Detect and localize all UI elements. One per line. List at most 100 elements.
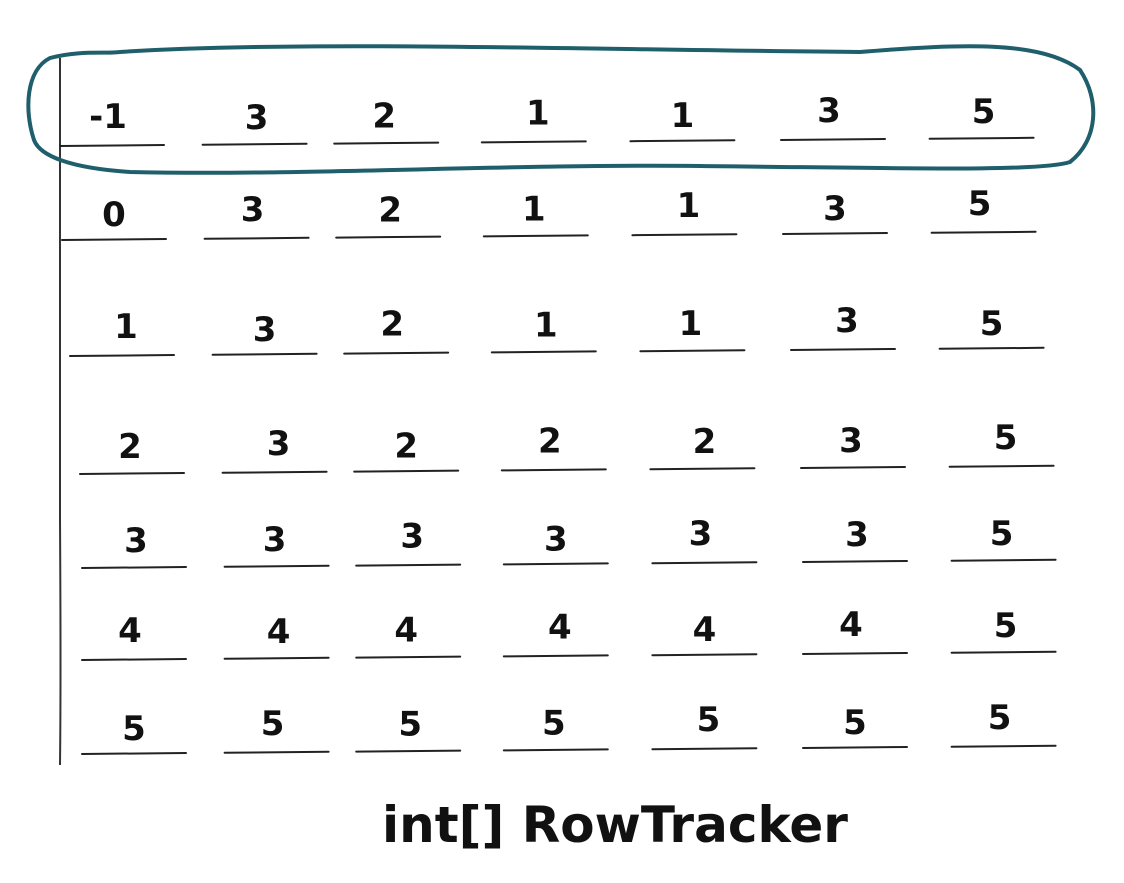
cell-value: 2 <box>378 191 402 231</box>
cell-value: 3 <box>253 310 277 350</box>
cell-underline <box>211 352 318 356</box>
cell-underline <box>223 564 330 568</box>
cell-underline <box>335 235 442 239</box>
cell-underline <box>59 144 165 147</box>
cell-underline <box>928 136 1035 140</box>
number-grid: -1 3 2 1 1 3 50 3 2 1 1 3 51 3 2 1 1 3 52 3 2 2 2 3 53 3 3 3 3 3 54 4 4 4… <box>59 91 1057 755</box>
grid-row-0: -1 3 2 1 1 3 5 <box>59 91 1035 147</box>
cell-underline <box>790 348 896 351</box>
cell-underline <box>203 236 310 240</box>
cell-underline <box>948 464 1055 468</box>
cell-value: 3 <box>845 515 869 555</box>
cell-underline <box>930 230 1037 234</box>
grid-row-4: 3 3 3 3 3 3 5 <box>81 514 1057 569</box>
cell-underline <box>480 140 587 144</box>
cell-underline <box>782 232 888 235</box>
cell-underline <box>482 234 589 238</box>
cell-underline <box>221 470 328 474</box>
cell-value: 4 <box>267 612 291 652</box>
grid-row-1: 0 3 2 1 1 3 5 <box>61 184 1037 241</box>
cell-underline <box>950 650 1057 654</box>
cell-underline <box>651 653 758 657</box>
cell-value: 5 <box>697 700 721 740</box>
cell-underline <box>802 652 908 655</box>
cell-value: 5 <box>261 704 285 744</box>
cell-underline <box>631 233 738 237</box>
left-axis-line <box>58 57 62 766</box>
cell-underline <box>201 142 308 146</box>
cell-underline <box>938 346 1045 350</box>
cell-underline <box>780 138 886 141</box>
cell-underline <box>649 467 756 471</box>
cell-value: 5 <box>398 705 422 745</box>
cell-value: 1 <box>522 189 546 229</box>
cell-value: 5 <box>972 92 996 132</box>
grid-row-3: 2 3 2 2 2 3 5 <box>79 418 1055 475</box>
cell-underline <box>802 560 908 563</box>
cell-value: 4 <box>839 605 863 645</box>
cell-value: 4 <box>548 607 572 647</box>
cell-value: 5 <box>980 304 1004 344</box>
cell-value: 5 <box>994 418 1018 458</box>
cell-underline <box>802 746 908 749</box>
cell-value: 3 <box>241 190 265 230</box>
cell-underline <box>355 563 462 567</box>
cell-value: 3 <box>124 521 148 561</box>
cell-underline <box>502 654 609 658</box>
cell-value: 2 <box>118 427 142 467</box>
cell-underline <box>639 349 746 353</box>
cell-underline <box>490 350 597 354</box>
cell-value: 2 <box>372 97 396 137</box>
cell-value: 3 <box>823 189 847 229</box>
cell-value: 2 <box>693 422 717 462</box>
cell-value: 1 <box>671 96 695 136</box>
cell-value: -1 <box>89 97 127 137</box>
cell-value: 3 <box>263 520 287 560</box>
cell-value: 5 <box>122 709 146 749</box>
cell-value: 3 <box>839 421 863 461</box>
cell-value: 3 <box>267 424 291 464</box>
cell-underline <box>333 141 440 145</box>
cell-underline <box>69 354 175 357</box>
cell-underline <box>223 656 330 660</box>
cell-value: 5 <box>994 606 1018 646</box>
cell-value: 3 <box>400 517 424 557</box>
cell-value: 3 <box>817 91 841 131</box>
grid-row-2: 1 3 2 1 1 3 5 <box>69 301 1045 357</box>
cell-value: 2 <box>538 421 562 461</box>
cell-underline <box>81 566 187 569</box>
cell-value: 3 <box>689 514 713 554</box>
cell-underline <box>223 750 330 754</box>
cell-value: 5 <box>968 184 992 224</box>
cell-value: 2 <box>380 305 404 345</box>
cell-value: 5 <box>990 514 1014 554</box>
cell-underline <box>500 468 607 472</box>
cell-underline <box>651 561 758 565</box>
cell-value: 3 <box>835 301 859 341</box>
cell-underline <box>502 748 609 752</box>
cell-value: 4 <box>394 611 418 651</box>
cell-value: 2 <box>394 427 418 467</box>
cell-underline <box>629 139 736 143</box>
cell-value: 5 <box>988 698 1012 738</box>
cell-value: 5 <box>843 703 867 743</box>
cell-value: 3 <box>544 519 568 559</box>
cell-underline <box>79 472 185 475</box>
cell-value: 4 <box>118 611 142 651</box>
cell-value: 1 <box>526 93 550 133</box>
cell-value: 1 <box>114 307 138 347</box>
highlighted-row-outline <box>26 44 1096 175</box>
cell-value: 5 <box>542 703 566 743</box>
cell-underline <box>651 747 758 751</box>
cell-underline <box>61 238 167 241</box>
grid-row-6: 5 5 5 5 5 5 5 <box>81 698 1057 755</box>
cell-underline <box>353 469 460 473</box>
cell-value: 1 <box>534 305 558 345</box>
cell-underline <box>950 744 1057 748</box>
grid-row-5: 4 4 4 4 4 4 5 <box>81 605 1057 661</box>
cell-underline <box>81 752 187 755</box>
cell-underline <box>800 466 906 469</box>
cell-value: 4 <box>693 610 717 650</box>
cell-underline <box>81 658 187 661</box>
